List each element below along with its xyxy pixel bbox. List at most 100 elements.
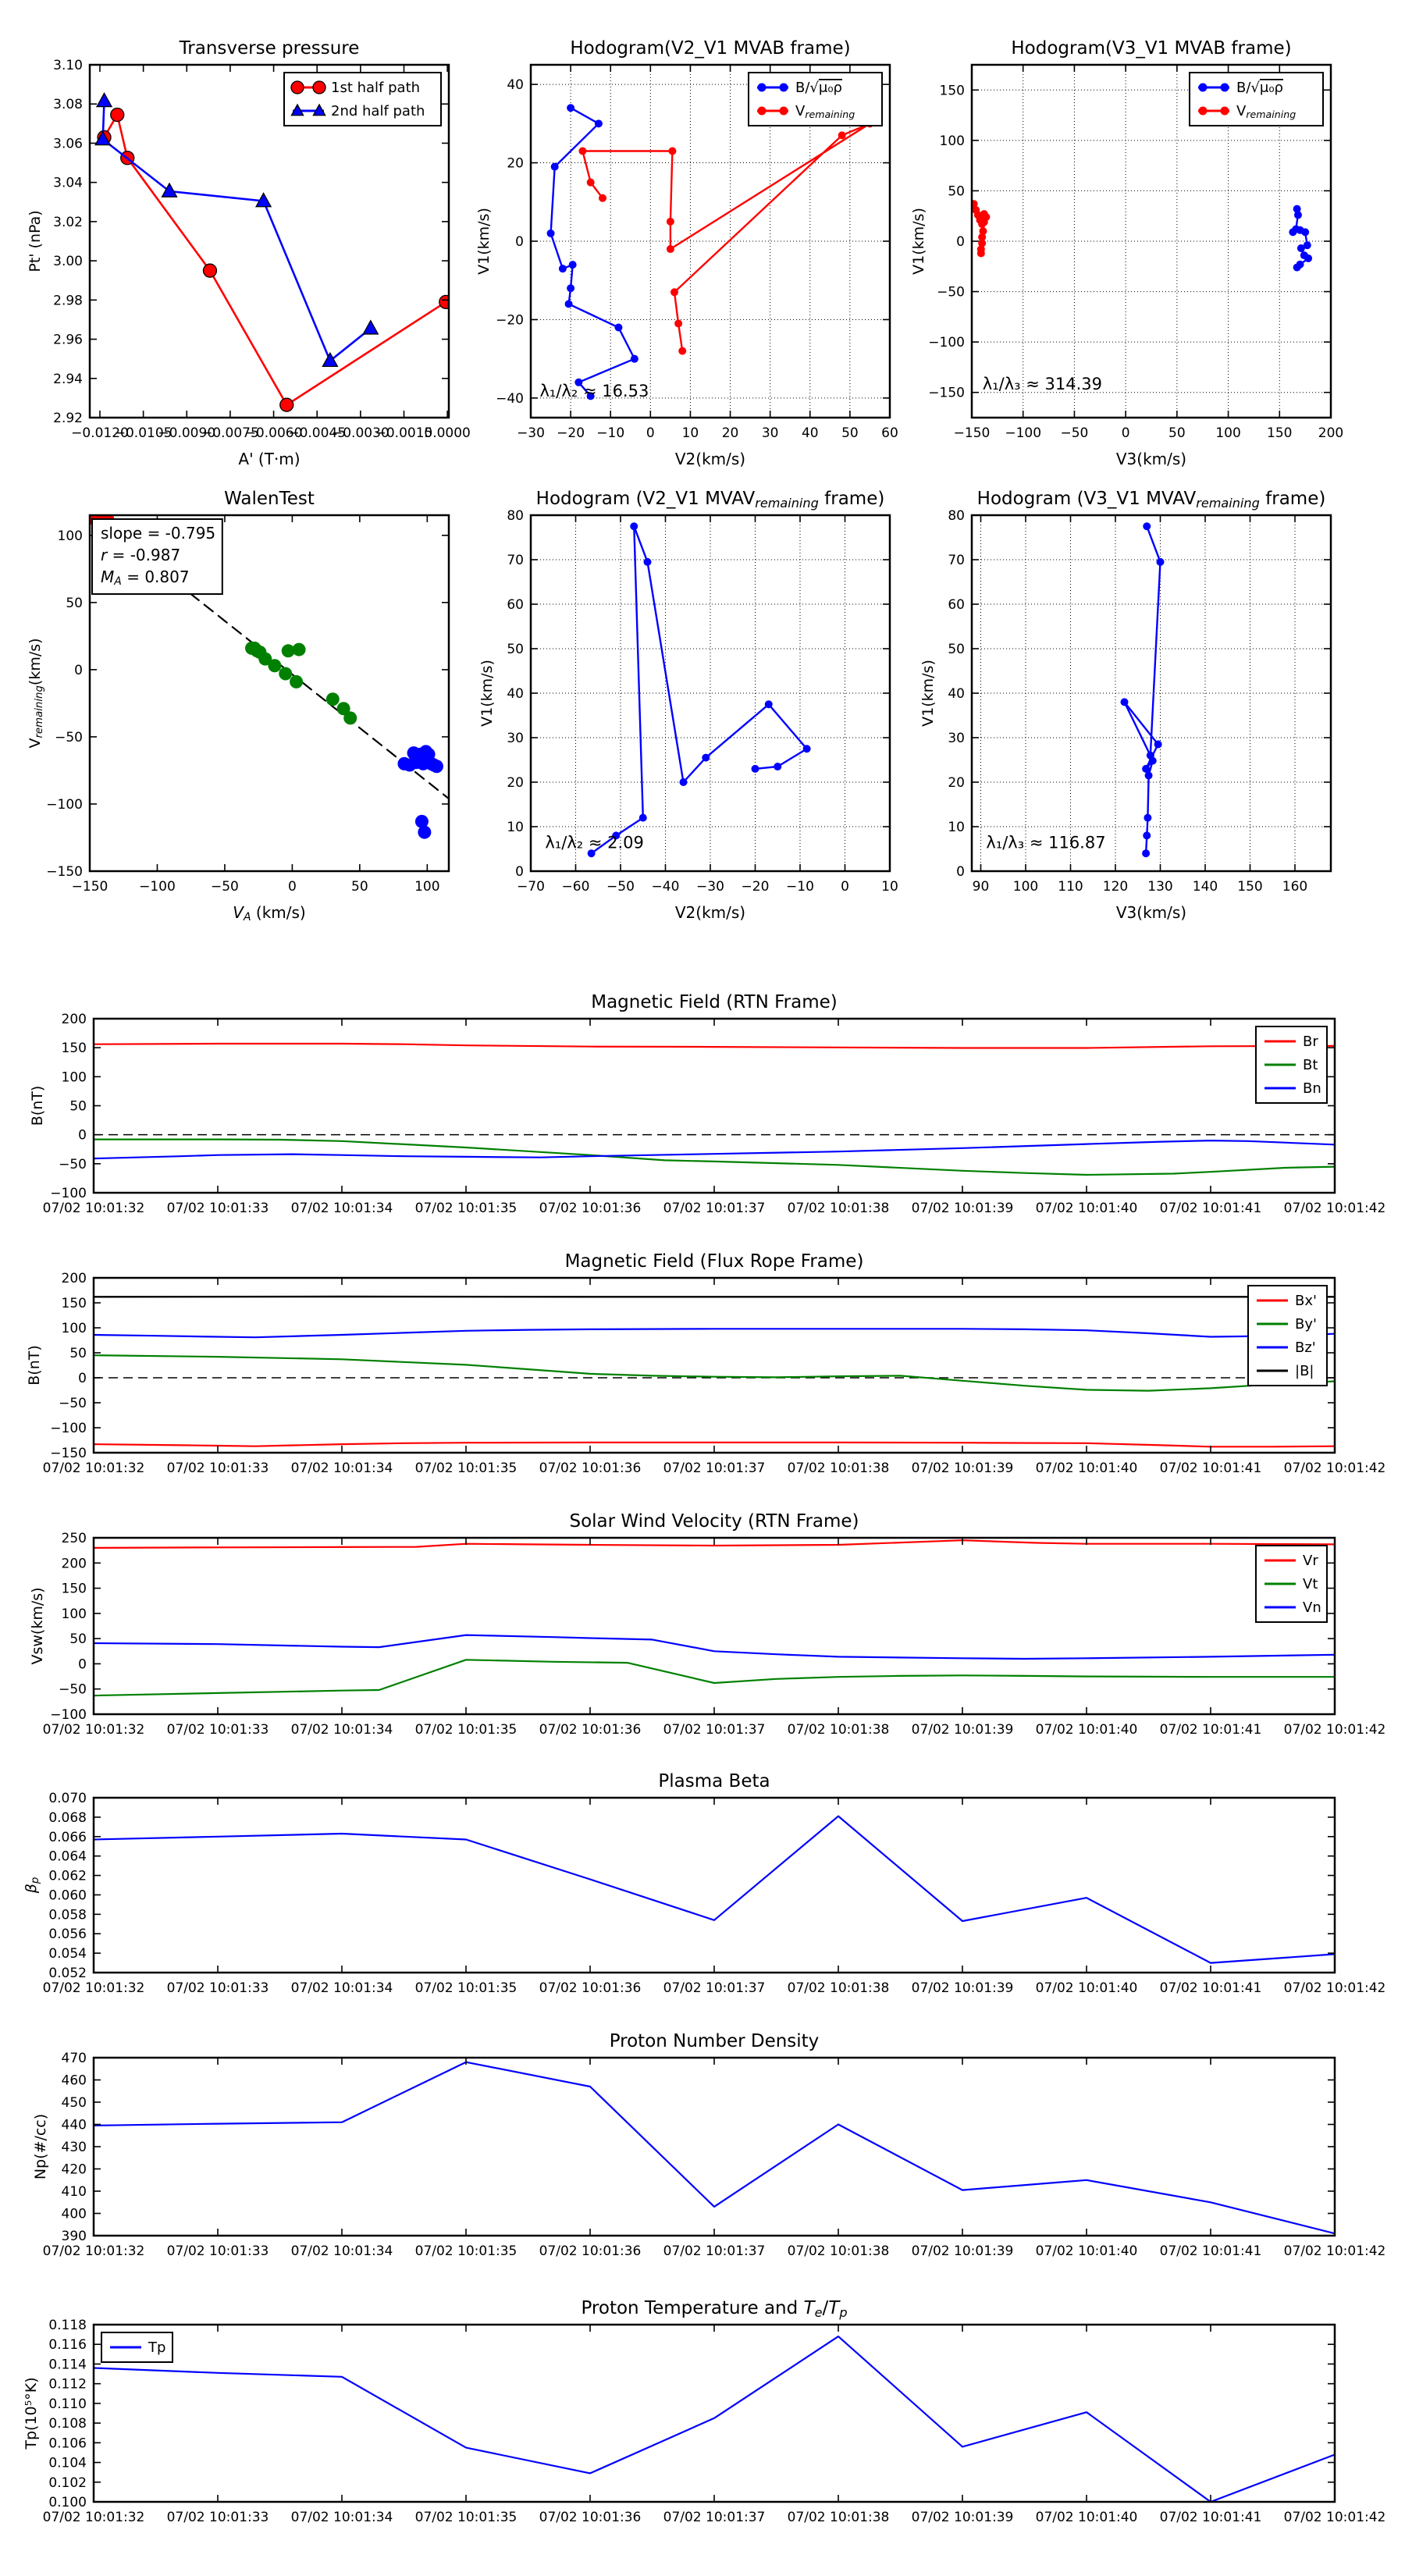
grid — [972, 65, 1331, 418]
x-tick-label: 20 — [722, 425, 739, 441]
series-group — [94, 1539, 1335, 1697]
y-tick-label: 0 — [956, 234, 965, 250]
legend: B/√μ₀ρ Vremaining — [748, 72, 883, 126]
x-tick-label: 07/02 10:01:41 — [1160, 1980, 1262, 1996]
ticks — [93, 1797, 1336, 1973]
x-tick-label: 07/02 10:01:38 — [788, 1722, 890, 1738]
series-b-alfven — [546, 104, 638, 400]
chart-plasma-beta: 07/02 10:01:32 07/02 10:01:33 07/02 10:01:… — [23, 1771, 1385, 1996]
x-tick-label: 07/02 10:01:40 — [1036, 2243, 1138, 2259]
x-tick-label: 50 — [1168, 425, 1186, 441]
y-tick-label: 30 — [507, 731, 524, 746]
legend: Br Bt Bn — [1255, 1026, 1328, 1104]
chart-title: Transverse pressure — [179, 38, 360, 59]
y-axis-label: V1(km/s) — [919, 660, 937, 727]
y-tick-label: −100 — [50, 1707, 87, 1723]
x-tick-label: 07/02 10:01:39 — [912, 1461, 1014, 1476]
x-tick-label: −20 — [557, 425, 585, 441]
chart-transverse-pressure: −0.0120 −0.0105 −0.0090 −0.0075 −0.0060 −0.00… — [27, 38, 471, 468]
x-tick-label: 110 — [1058, 879, 1083, 895]
legend: 1st half path 2nd half path — [283, 72, 442, 126]
series-vt — [94, 1659, 1335, 1697]
y-tick-label: 250 — [62, 1531, 87, 1546]
chart-title: Hodogram (V2_V1 MVAVremaining frame) — [536, 489, 885, 511]
x-tick-label: 07/02 10:01:42 — [1284, 1461, 1386, 1476]
x-axis-label: V2(km/s) — [675, 450, 745, 468]
plot-hodogram_v3v1_mvab: −150 −100 −50 0 50 100 150 200 −150 −100 −50 0 50 100… — [910, 38, 1343, 468]
x-tick-label: 07/02 10:01:32 — [43, 2510, 145, 2525]
plot-mf_rtn: 07/02 10:01:32 07/02 10:01:33 07/02 10:01:… — [29, 992, 1385, 1216]
plot-transverse_pressure: −0.0120−0.0105−0.0090−0.0075−0.0060−0.00… — [27, 38, 471, 468]
y-tick-label: 420 — [62, 2162, 87, 2178]
x-tick-label: 90 — [973, 879, 990, 895]
series-vr — [94, 1539, 1335, 1549]
y-tick-label: 40 — [948, 686, 965, 702]
x-tick-label: 07/02 10:01:33 — [167, 2510, 269, 2525]
x-tick-label: 07/02 10:01:34 — [291, 1201, 393, 1216]
x-tick-label: 07/02 10:01:36 — [539, 1722, 642, 1738]
x-tick-label: 07/02 10:01:40 — [1036, 1722, 1138, 1738]
axes-frame — [88, 63, 450, 419]
legend-label: Tp — [148, 2339, 165, 2356]
x-tick-label: −70 — [517, 879, 545, 895]
ticks — [93, 1277, 1336, 1453]
x-tick-label: 10 — [881, 879, 898, 895]
legend-label: B/√μ₀ρ — [1236, 80, 1283, 96]
y-tick-label: 3.06 — [53, 136, 83, 151]
y-tick-label: 3.08 — [53, 97, 83, 112]
legend-label: Bt — [1303, 1057, 1318, 1073]
x-axis-label: V3(km/s) — [1116, 903, 1186, 922]
x-tick-label: 07/02 10:01:36 — [539, 2510, 642, 2525]
x-tick-label: 07/02 10:01:33 — [167, 2243, 269, 2259]
y-axis-label: Vremaining(km/s) — [27, 638, 45, 748]
series-second-half — [397, 745, 443, 839]
y-tick-label: 100 — [62, 1069, 87, 1085]
plot-proton_density: 07/02 10:01:32 07/02 10:01:33 07/02 10:01:… — [32, 2031, 1385, 2259]
x-tick-label: 07/02 10:01:36 — [539, 2243, 642, 2259]
x-tick-label: −0.0090 — [158, 425, 215, 441]
x-tick-label: −0.0030 — [332, 425, 389, 441]
series-v-hodogram — [587, 522, 811, 858]
y-tick-label: 0.100 — [48, 2495, 87, 2510]
ticks — [530, 514, 891, 872]
x-axis-label: A' (T·m) — [238, 450, 300, 468]
axes-frame — [92, 2323, 1336, 2503]
chart-title: WalenTest — [224, 489, 315, 509]
x-axis-label: VA (km/s) — [233, 903, 305, 923]
y-tick-label: 0.106 — [48, 2435, 87, 2451]
y-tick-label: 50 — [66, 596, 83, 611]
y-axis-label: Vsw(km/s) — [29, 1587, 46, 1664]
legend-label: Vn — [1303, 1599, 1321, 1616]
x-tick-label: 07/02 10:01:34 — [291, 1980, 393, 1996]
plot-hodogram_v2v1_mvav: −70 −60 −50 −40 −30 −20 −10 0 10 0 10 20 30 40 50 60 70 8… — [478, 489, 898, 922]
chart-magnetic-field-rtn: 07/02 10:01:32 07/02 10:01:33 07/02 10:01:… — [29, 992, 1385, 1216]
x-tick-label: 07/02 10:01:41 — [1160, 1201, 1262, 1216]
series-b-alfven — [1289, 205, 1313, 272]
x-tick-label: −60 — [562, 879, 590, 895]
x-tick-label: 07/02 10:01:39 — [912, 1980, 1014, 1996]
chart-title: Proton Temperature and Te/Tp — [581, 2298, 847, 2320]
series-bz- — [94, 1328, 1335, 1339]
y-tick-label: 70 — [507, 553, 524, 568]
chart-hodogram-v2v1-mvav: −70 −60 −50 −40 −30 −20 −10 0 10 0 10 20 30 40 50 60 70 8… — [478, 489, 898, 922]
axes-frame — [92, 1536, 1336, 1716]
x-tick-label: −30 — [517, 425, 545, 441]
y-tick-label: 100 — [62, 1321, 87, 1336]
x-tick-label: 0 — [1122, 425, 1130, 441]
x-tick-label: −150 — [954, 425, 991, 441]
y-tick-label: 50 — [948, 642, 965, 657]
chart-solar-wind-velocity: 07/02 10:01:32 07/02 10:01:33 07/02 10:01:… — [29, 1511, 1385, 1738]
y-tick-label: −50 — [937, 285, 965, 301]
y-tick-label: 70 — [948, 553, 965, 568]
series-group — [94, 2061, 1335, 2235]
x-tick-label: 50 — [351, 879, 368, 895]
series-vn — [94, 1634, 1335, 1660]
y-tick-label: −100 — [928, 335, 965, 350]
x-tick-label: −50 — [1060, 425, 1088, 441]
x-tick-label: 07/02 10:01:38 — [788, 1201, 890, 1216]
series-group — [94, 92, 449, 412]
y-tick-label: 200 — [62, 1556, 87, 1571]
series-group — [94, 1042, 1335, 1176]
chart-title: Hodogram(V2_V1 MVAB frame) — [570, 38, 850, 59]
